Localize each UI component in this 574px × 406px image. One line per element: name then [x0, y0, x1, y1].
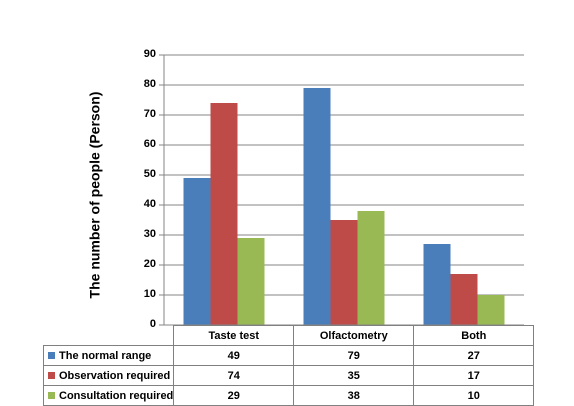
data-cell: 29	[173, 385, 295, 406]
data-cell: 38	[293, 385, 415, 406]
data-cell: 27	[413, 345, 535, 366]
bar	[237, 238, 265, 325]
bar	[303, 88, 331, 325]
bar	[357, 211, 385, 325]
y-axis-title: The number of people (Person)	[86, 91, 102, 299]
category-label: Taste test	[173, 325, 295, 346]
category-label: Olfactometry	[293, 325, 415, 346]
series-name: Observation required	[59, 369, 171, 382]
legend-entry: The normal range	[42, 345, 175, 366]
category-label: Both	[413, 325, 535, 346]
y-tick-label: 90	[143, 48, 156, 60]
legend-entry: Observation required	[42, 365, 175, 386]
series-name: Consultation required	[59, 389, 174, 402]
y-tick-label: 30	[143, 228, 156, 240]
y-tick-label: 10	[143, 288, 156, 300]
data-table-row: The normal range 49 79 27	[42, 345, 535, 366]
data-cell: 49	[173, 345, 295, 366]
data-table-header: Taste test Olfactometry Both	[43, 325, 535, 346]
y-tick-label: 70	[143, 108, 156, 120]
legend-swatch	[48, 371, 55, 379]
data-table-row: Consultation required 29 38 10	[42, 385, 535, 406]
data-cell: 35	[293, 365, 415, 386]
y-tick-label: 0	[149, 318, 156, 330]
y-tick-label: 50	[143, 168, 156, 180]
legend-swatch	[48, 391, 55, 399]
y-tick-label: 20	[143, 258, 156, 270]
series-name: The normal range	[59, 349, 152, 362]
data-cell: 74	[173, 365, 295, 386]
bar	[183, 178, 211, 325]
bar	[450, 274, 478, 325]
bar	[330, 220, 358, 325]
bars	[183, 88, 505, 325]
data-table: Taste test Olfactometry Both The normal …	[42, 325, 535, 406]
data-cell: 10	[413, 385, 535, 406]
bar	[210, 103, 238, 325]
legend-entry: Consultation required	[42, 385, 175, 406]
data-cell: 17	[413, 365, 535, 386]
bar	[423, 244, 451, 325]
y-tick-label: 80	[143, 78, 156, 90]
y-axis-title-wrap: The number of people (Person)	[80, 60, 108, 330]
data-table-row: Observation required 74 35 17	[42, 365, 535, 386]
data-cell: 79	[293, 345, 415, 366]
y-tick-label: 60	[143, 138, 156, 150]
bar	[477, 295, 505, 325]
data-table-corner	[43, 325, 175, 346]
legend-swatch	[48, 351, 55, 359]
y-tick-label: 40	[143, 198, 156, 210]
